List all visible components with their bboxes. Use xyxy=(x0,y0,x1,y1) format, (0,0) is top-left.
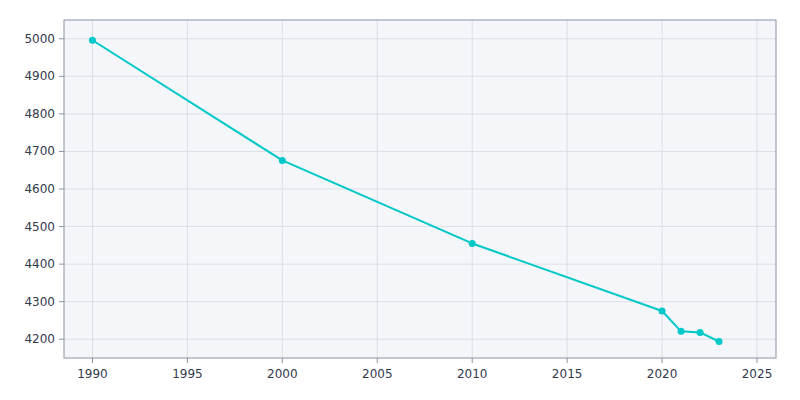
y-tick xyxy=(59,38,64,39)
x-tick xyxy=(187,358,188,363)
x-tick xyxy=(377,358,378,363)
grid xyxy=(64,20,776,358)
y-tick-label: 4900 xyxy=(24,69,55,83)
y-grid-line xyxy=(64,339,776,340)
y-tick xyxy=(59,339,64,340)
x-tick-label: 1995 xyxy=(172,367,203,381)
y-grid-line xyxy=(64,226,776,227)
y-tick-label: 4500 xyxy=(24,220,55,234)
x-tick xyxy=(567,358,568,363)
data-point xyxy=(678,328,685,335)
x-tick-label: 2020 xyxy=(647,367,678,381)
y-tick-label: 4300 xyxy=(24,295,55,309)
y-grid-line xyxy=(64,38,776,39)
y-grid-line xyxy=(64,76,776,77)
y-tick xyxy=(59,189,64,190)
x-tick-label: 2025 xyxy=(742,367,773,381)
x-tick-label: 2015 xyxy=(552,367,583,381)
x-tick-label: 2000 xyxy=(267,367,298,381)
x-tick-label: 2010 xyxy=(457,367,488,381)
y-tick xyxy=(59,151,64,152)
data-point xyxy=(659,308,666,315)
y-tick-label: 4600 xyxy=(24,182,55,196)
y-tick xyxy=(59,301,64,302)
x-tick xyxy=(92,358,93,363)
y-tick-label: 4800 xyxy=(24,107,55,121)
y-grid-line xyxy=(64,189,776,190)
y-grid-line xyxy=(64,113,776,114)
data-point xyxy=(697,329,704,336)
plot-background xyxy=(64,20,776,358)
data-point xyxy=(716,338,723,345)
x-tick xyxy=(472,358,473,363)
chart-container: 1990 1995 2000 2005 2010 2015 2020 2025 4200 4300… xyxy=(0,0,800,400)
axes: 1990 1995 2000 2005 2010 2015 2020 2025 4200 4300… xyxy=(24,32,772,381)
x-tick-label: 2005 xyxy=(362,367,393,381)
x-tick xyxy=(757,358,758,363)
y-tick xyxy=(59,76,64,77)
y-tick xyxy=(59,264,64,265)
y-tick-label: 4700 xyxy=(24,144,55,158)
y-tick xyxy=(59,226,64,227)
plot-frame xyxy=(64,20,776,358)
y-grid-line xyxy=(64,151,776,152)
x-tick-label: 1990 xyxy=(77,367,108,381)
y-grid-line xyxy=(64,264,776,265)
y-tick-label: 5000 xyxy=(24,32,55,46)
y-tick-label: 4400 xyxy=(24,257,55,271)
y-tick-label: 4200 xyxy=(24,332,55,346)
x-tick xyxy=(662,358,663,363)
data-point xyxy=(279,157,286,164)
y-grid-line xyxy=(64,301,776,302)
y-tick xyxy=(59,113,64,114)
chart-svg: 1990 1995 2000 2005 2010 2015 2020 2025 4200 4300… xyxy=(0,0,800,400)
data-point xyxy=(469,240,476,247)
data-line xyxy=(92,40,719,341)
data-layer xyxy=(89,37,723,345)
data-point xyxy=(89,37,96,44)
x-tick xyxy=(282,358,283,363)
